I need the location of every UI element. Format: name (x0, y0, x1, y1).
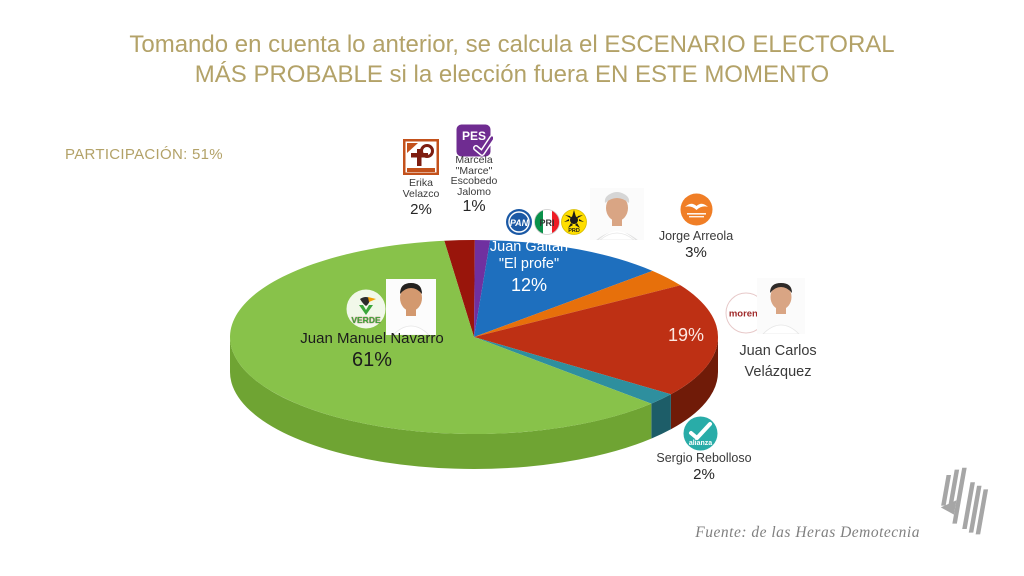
pie-slice-verde (229, 240, 652, 435)
verde-logo-toucan (360, 297, 371, 306)
pan-logo-text: PAN (510, 218, 529, 228)
candidate-name: Erika (409, 177, 433, 189)
pri-logo-text: PRI (539, 218, 554, 228)
pie-slice-movimiento ciudadano (474, 270, 681, 337)
slice-label-gaitan: Juan Gaitán "El profe" 12% (459, 239, 599, 297)
candidate-name: Velazco (402, 188, 440, 200)
prd-logo: PRD (561, 209, 587, 235)
candidate-name: Escobedo (450, 175, 498, 187)
candidate-percent: 2% (693, 466, 715, 483)
title-line-1: Tomando en cuenta lo anterior, se calcul… (129, 31, 895, 58)
alianza-logo-checkmark (689, 422, 712, 440)
pan-logo: PAN (506, 209, 532, 235)
prd-logo-text: PRD (568, 228, 580, 234)
candidate-percent: 61% (351, 349, 393, 371)
hair (400, 283, 422, 294)
hair (770, 283, 792, 293)
pt-logo (403, 139, 439, 175)
candidate-name: Jorge Arreola (658, 229, 734, 243)
pie-wall-morena (670, 337, 718, 430)
source-credit: Fuente: de las Heras Demotecnia (695, 524, 920, 541)
pie-wall-verde (230, 337, 652, 469)
candidate-name: "Marce" (455, 164, 493, 177)
pri-logo: PRI (534, 209, 560, 235)
candidate-name: Marcela (455, 154, 493, 166)
candidate-name: Juan Manuel Navarro (300, 330, 444, 347)
pie-slice-alianza (474, 337, 671, 404)
callout-juan-carlos-velazquez: Juan Carlos Velázquez (723, 341, 833, 383)
morena-logo-text: morena (729, 309, 764, 320)
alianza-logo: alianza (683, 416, 718, 451)
slice-label-velazquez-percent: 19% (667, 325, 705, 345)
coalition-logos: PAN PRI (506, 209, 587, 235)
candidate-name: Juan Gaitán (489, 239, 569, 255)
prd-logo-sun-rays (564, 210, 584, 228)
candidate-name: Sergio Rebolloso (656, 451, 752, 465)
de-las-heras-logo (940, 467, 989, 535)
callout-erika-velazco: Erika Velazco 2% (386, 177, 456, 219)
alianza-logo-text: alianza (689, 440, 712, 447)
pt-logo-triangle (407, 143, 418, 153)
pie-wall-alianza (651, 394, 671, 439)
participation-label: PARTICIPACIÓN: 51% (65, 146, 223, 163)
pie-slice-morena (474, 285, 718, 395)
candidate-percent: 2% (410, 201, 432, 218)
callout-jorge-arreola: Jorge Arreola 3% (646, 229, 746, 261)
mc-logo (680, 193, 713, 226)
candidate-name: Juan Carlos (739, 343, 817, 359)
candidate-name: Jalomo (457, 185, 491, 198)
candidate-photo-navarro (386, 279, 436, 335)
pes-logo-text: PES (462, 129, 486, 143)
slice-label-navarro: Juan Manuel Navarro 61% (286, 330, 458, 372)
callout-marcela-escobedo: Marcela "Marce" Escobedo Jalomo 1% (439, 155, 509, 215)
mc-logo-eagle (685, 203, 708, 210)
page-title: Tomando en cuenta lo anterior, se calcul… (0, 30, 1024, 90)
verde-logo-text: VERDE (351, 315, 381, 325)
verde-logo: VERDE (346, 289, 386, 329)
pie-slice-pt (444, 240, 475, 337)
hair (604, 192, 630, 203)
candidate-photo-velazquez (757, 278, 805, 334)
candidate-percent: 3% (685, 244, 707, 261)
pes-logo: PES (456, 124, 493, 157)
callout-sergio-rebolloso: Sergio Rebolloso 2% (644, 451, 764, 483)
candidate-name: Velázquez (744, 364, 812, 380)
pes-logo-checkmark (474, 136, 493, 155)
pie-slice-pan-pri-prd (474, 240, 653, 337)
candidate-percent: 1% (462, 198, 486, 215)
title-line-2: MÁS PROBABLE si la elección fuera EN EST… (194, 61, 830, 88)
candidate-name: "El profe" (498, 256, 560, 272)
candidate-photo-gaitan (590, 188, 644, 240)
candidate-percent: 12% (510, 275, 548, 295)
pie-slice-pes (474, 240, 491, 337)
